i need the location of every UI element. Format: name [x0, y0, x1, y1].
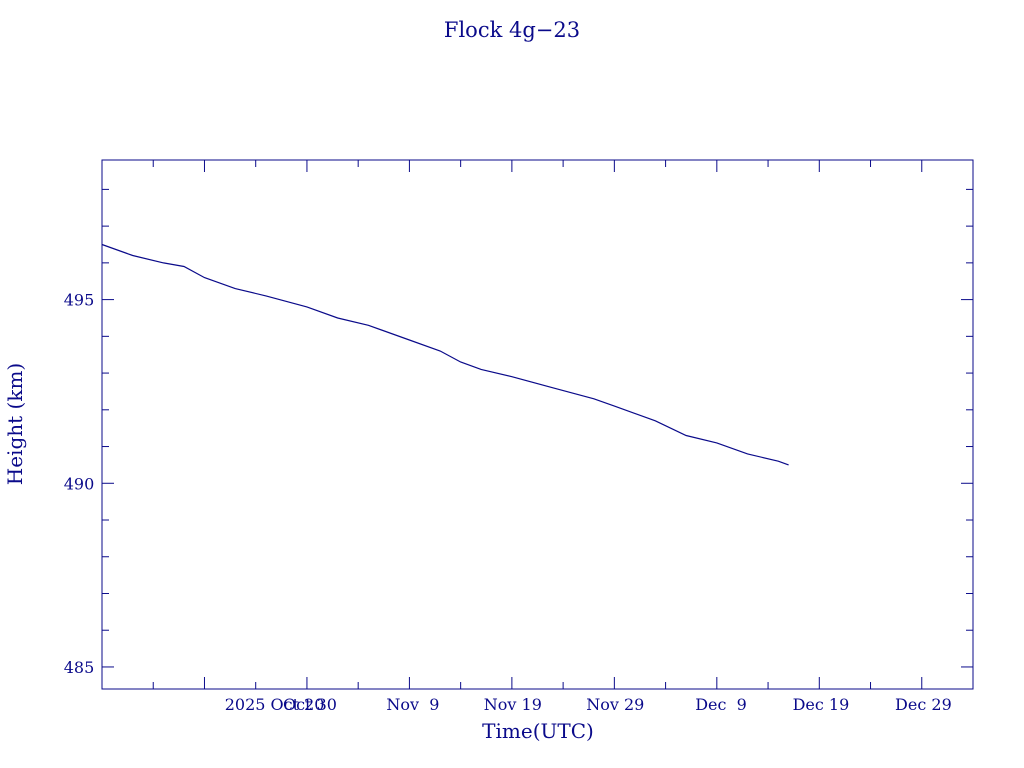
- x-tick-label: Nov 19: [484, 695, 542, 714]
- y-tick-label: 490: [64, 474, 95, 493]
- x-tick-label: 2025 Oct 20: [225, 695, 325, 714]
- height-series-line: [101, 243, 789, 466]
- x-axis-label: Time(UTC): [482, 719, 594, 743]
- x-tick-label: Dec 9: [695, 695, 747, 714]
- series-layer: [101, 243, 789, 466]
- x-tick-label: Nov 9: [386, 695, 439, 714]
- chart-title: Flock 4g−23: [444, 18, 580, 42]
- y-axis-ticks: 485 490 495: [64, 188, 973, 677]
- y-tick-label: 485: [64, 658, 95, 677]
- plot-frame: [101, 159, 974, 690]
- y-tick-label: 495: [64, 291, 95, 310]
- x-tick-label: Dec 19: [793, 695, 850, 714]
- y-axis-label: Height (km): [3, 363, 27, 485]
- x-tick-label: Dec 29: [895, 695, 952, 714]
- x-tick-label: Nov 29: [586, 695, 644, 714]
- x-tick-label: Oct 30: [283, 695, 337, 714]
